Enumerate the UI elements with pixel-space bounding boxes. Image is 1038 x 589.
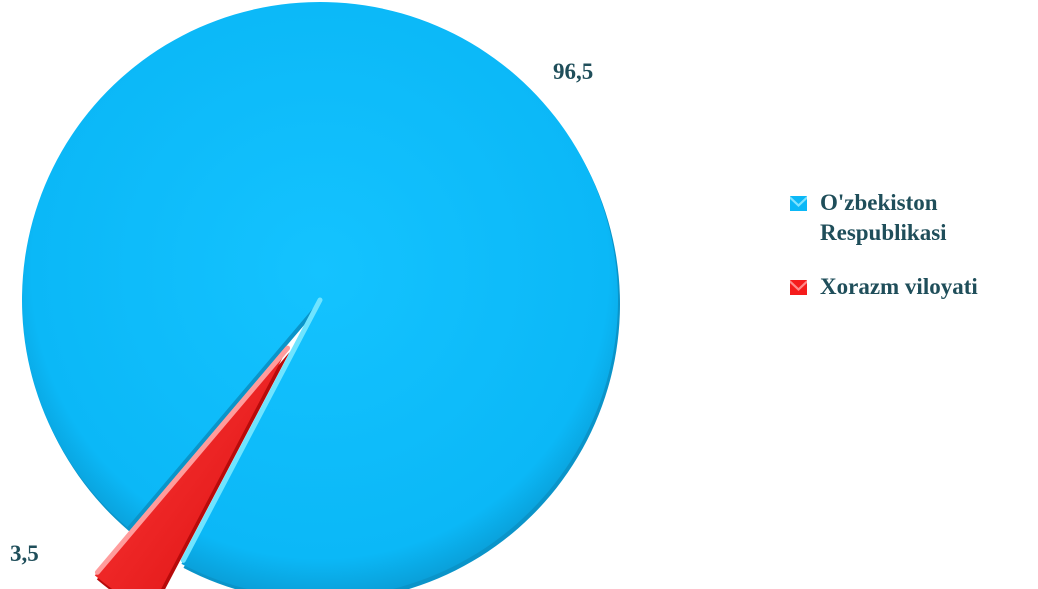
legend-item-uzbekistan: O'zbekiston Respublikasi: [790, 188, 1030, 248]
legend-swatch-blue: [790, 196, 807, 211]
legend: O'zbekiston Respublikasi Xorazm viloyati: [790, 188, 1030, 302]
legend-swatch-red: [790, 280, 807, 295]
slice-uzbekistan-highlight: [180, 297, 323, 563]
slice-xorazm-highlight: [94, 345, 291, 575]
data-label-xorazm: 3,5: [10, 541, 39, 566]
slice-uzbekistan: [22, 2, 618, 589]
legend-label-uzbekistan: O'zbekiston Respublikasi: [820, 190, 947, 245]
legend-item-xorazm: Xorazm viloyati: [790, 272, 1030, 302]
legend-label-xorazm: Xorazm viloyati: [820, 274, 978, 299]
data-label-uzbekistan: 96,5: [553, 59, 593, 84]
